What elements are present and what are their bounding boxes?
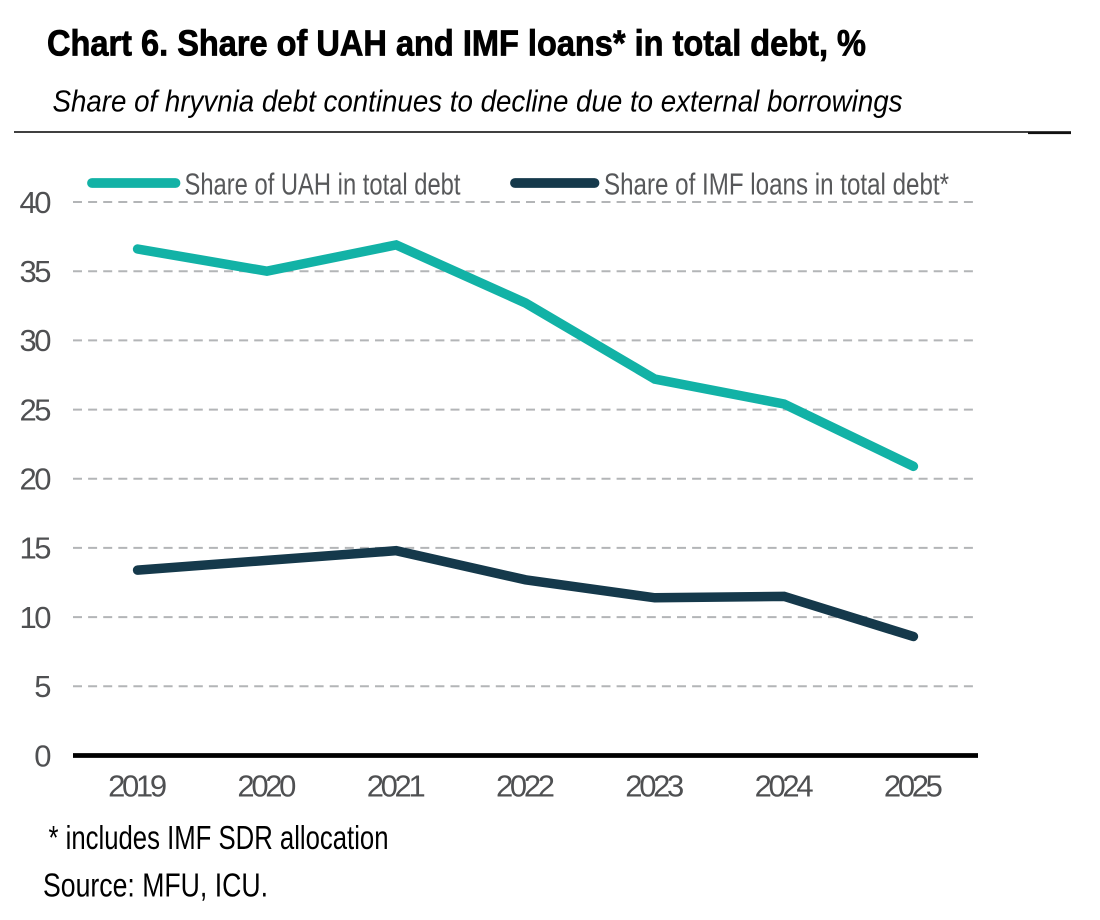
svg-text:20: 20 bbox=[20, 462, 52, 497]
svg-text:Share of UAH in total debt: Share of UAH in total debt bbox=[185, 166, 461, 201]
svg-text:Share of IMF loans in total de: Share of IMF loans in total debt* bbox=[604, 166, 949, 201]
svg-text:2024: 2024 bbox=[755, 769, 814, 804]
svg-text:* includes IMF SDR allocation: * includes IMF SDR allocation bbox=[49, 819, 389, 856]
svg-text:15: 15 bbox=[20, 531, 52, 566]
svg-text:2022: 2022 bbox=[496, 769, 555, 804]
svg-text:40: 40 bbox=[20, 185, 52, 220]
svg-text:35: 35 bbox=[20, 254, 52, 289]
svg-text:2025: 2025 bbox=[884, 769, 943, 804]
svg-text:Share of hryvnia debt continue: Share of hryvnia debt continues to decli… bbox=[53, 84, 903, 119]
svg-text:5: 5 bbox=[34, 669, 51, 704]
svg-text:Chart 6. Share of UAH and IMF: Chart 6. Share of UAH and IMF loans* in … bbox=[47, 23, 866, 64]
svg-text:2021: 2021 bbox=[367, 769, 426, 804]
svg-text:0: 0 bbox=[34, 738, 51, 773]
svg-text:2023: 2023 bbox=[625, 769, 684, 804]
svg-text:2020: 2020 bbox=[237, 769, 296, 804]
svg-text:Source: MFU, ICU.: Source: MFU, ICU. bbox=[43, 867, 268, 904]
svg-text:30: 30 bbox=[20, 323, 52, 358]
svg-text:25: 25 bbox=[20, 392, 52, 427]
svg-text:2019: 2019 bbox=[108, 769, 167, 804]
svg-text:10: 10 bbox=[20, 600, 52, 635]
